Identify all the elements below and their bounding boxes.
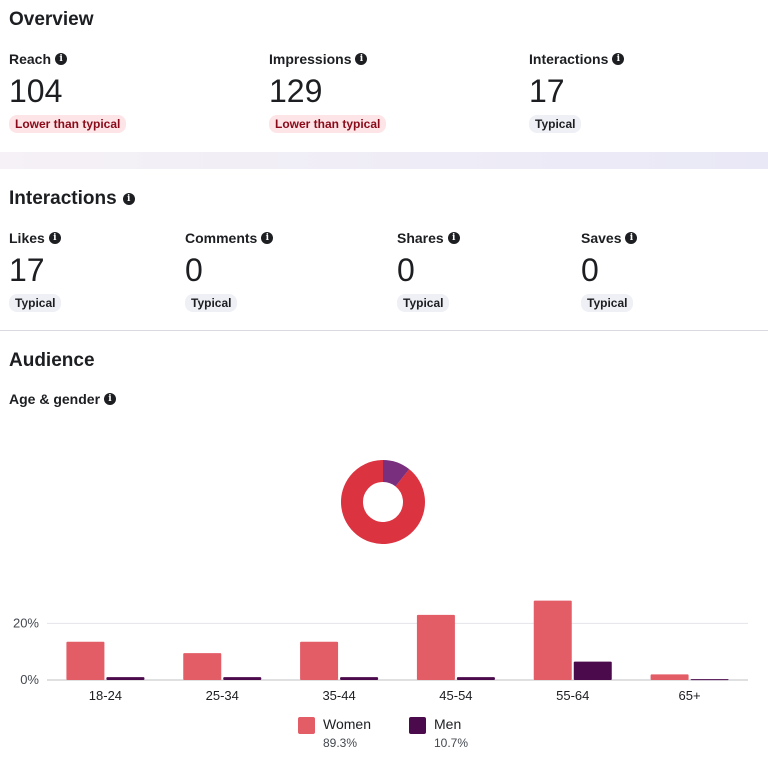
interactions-title: Interactions i — [9, 188, 135, 210]
info-icon[interactable]: i — [122, 193, 135, 205]
bar-men-55-64[interactable] — [573, 661, 612, 680]
bar-women-35-44[interactable] — [300, 641, 339, 680]
x-tick-label: 35-44 — [322, 688, 355, 703]
status-badge: Typical — [529, 115, 582, 133]
metric-label: Likes — [9, 230, 45, 246]
bar-women-65+[interactable] — [650, 674, 689, 680]
metric-label: Saves — [581, 230, 622, 246]
metric-shares: Shares i 0 Typical — [397, 230, 460, 312]
age-gender-label: Age & gender — [9, 391, 101, 407]
x-tick-label: 65+ — [679, 688, 701, 703]
bar-men-18-24[interactable] — [106, 677, 145, 680]
info-icon[interactable]: i — [55, 53, 68, 65]
section-divider — [0, 330, 768, 331]
men-legend-swatch — [409, 717, 426, 734]
interactions-title-text: Interactions — [9, 188, 117, 209]
legend-pct-women: 89.3% — [323, 736, 358, 750]
metric-value: 17 — [529, 73, 565, 109]
metric-label: Comments — [185, 230, 258, 246]
legend-label-women: Women — [323, 716, 371, 732]
audience-title: Audience — [9, 350, 95, 371]
bar-women-45-54[interactable] — [416, 614, 455, 680]
bar-women-55-64[interactable] — [533, 600, 572, 680]
status-badge: Lower than typical — [269, 115, 387, 133]
legend-men: Men 10.7% — [409, 716, 468, 750]
section-separator-band — [0, 152, 768, 169]
info-icon[interactable]: i — [355, 53, 368, 65]
x-tick-label: 55-64 — [556, 688, 589, 703]
metric-impressions: Impressions i 129 Lower than typical — [269, 51, 387, 133]
metric-value: 17 — [9, 252, 45, 288]
women-legend-swatch — [298, 717, 315, 734]
gender-donut-chart — [341, 460, 425, 544]
metric-value: 104 — [9, 73, 63, 109]
info-icon[interactable]: i — [48, 232, 61, 244]
bar-women-25-34[interactable] — [183, 653, 222, 680]
info-icon[interactable]: i — [261, 232, 274, 244]
x-tick-label: 18-24 — [89, 688, 122, 703]
y-tick-label: 0% — [20, 672, 39, 687]
metric-label: Shares — [397, 230, 444, 246]
metric-interactions: Interactions i 17 Typical — [529, 51, 625, 133]
info-icon[interactable]: i — [612, 53, 625, 65]
metric-comments: Comments i 0 Typical — [185, 230, 274, 312]
age-gender-bar-chart: 0% 20% 18-24 25-34 35-44 45-54 55-64 65+ — [13, 600, 748, 703]
info-icon[interactable]: i — [625, 232, 638, 244]
metric-label: Interactions — [529, 51, 609, 67]
legend-label-men: Men — [434, 716, 462, 732]
metric-likes: Likes i 17 Typical — [9, 230, 62, 312]
info-icon[interactable]: i — [447, 232, 460, 244]
bar-men-35-44[interactable] — [340, 677, 379, 680]
metric-reach: Reach i 104 Lower than typical — [9, 51, 127, 133]
metric-value: 0 — [581, 252, 599, 288]
x-tick-label: 45-54 — [439, 688, 472, 703]
status-badge: Typical — [9, 294, 62, 312]
overview-title: Overview — [9, 9, 94, 30]
bar-men-45-54[interactable] — [456, 677, 495, 680]
bar-women-18-24[interactable] — [66, 641, 105, 680]
info-icon[interactable]: i — [104, 393, 117, 405]
metric-saves: Saves i 0 Typical — [581, 230, 638, 312]
status-badge: Lower than typical — [9, 115, 127, 133]
age-gender-subtitle: Age & gender i — [9, 391, 117, 407]
bar-men-25-34[interactable] — [223, 677, 262, 680]
y-tick-label: 20% — [13, 615, 39, 630]
legend-pct-men: 10.7% — [434, 736, 469, 750]
metric-value: 0 — [185, 252, 203, 288]
donut-slice-men[interactable] — [341, 460, 425, 544]
status-badge: Typical — [185, 294, 238, 312]
x-tick-label: 25-34 — [206, 688, 239, 703]
metric-label: Impressions — [269, 51, 352, 67]
metric-value: 0 — [397, 252, 415, 288]
bar-men-65+[interactable] — [690, 679, 729, 681]
status-badge: Typical — [581, 294, 634, 312]
status-badge: Typical — [397, 294, 450, 312]
legend-women: Women 89.3% — [298, 716, 371, 750]
metric-value: 129 — [269, 73, 323, 109]
metric-label: Reach — [9, 51, 52, 67]
